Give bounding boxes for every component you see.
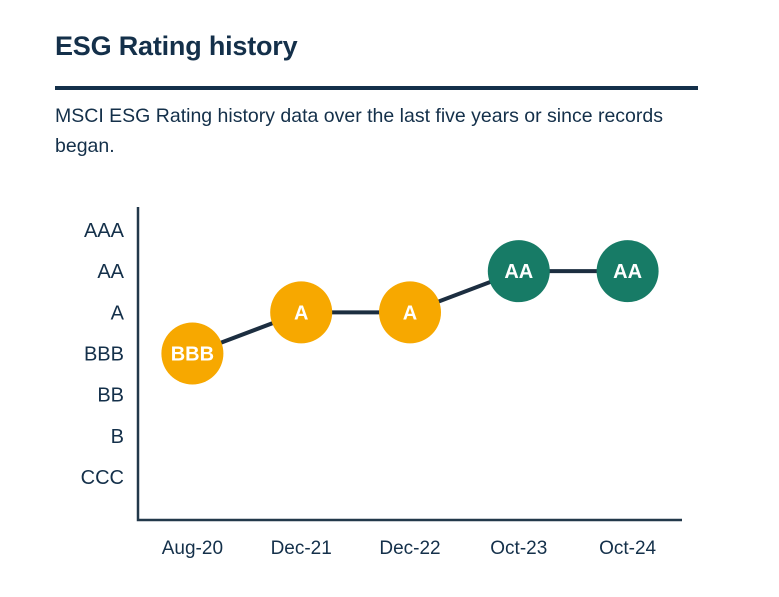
rating-point-label: AA	[613, 261, 642, 283]
axis-line	[136, 207, 682, 522]
rating-point-label: BBB	[171, 344, 214, 366]
chart-description: MSCI ESG Rating history data over the la…	[55, 105, 663, 157]
rating-point	[161, 322, 224, 385]
title-divider	[55, 86, 698, 90]
rating-point-label: A	[294, 302, 308, 324]
y-axis-label: AAA	[84, 220, 125, 242]
y-axis-label: B	[111, 426, 124, 448]
y-axis-label: A	[111, 302, 125, 324]
x-axis-label: Aug-20	[162, 538, 223, 559]
rating-point	[270, 281, 333, 344]
rating-point-label: AA	[504, 261, 533, 283]
y-axis-label: BB	[97, 385, 124, 407]
x-axis-label: Oct-23	[490, 538, 547, 559]
y-axis-label: AA	[97, 261, 124, 283]
rating-point	[487, 240, 550, 303]
rating-point	[379, 281, 441, 344]
y-axis-label: CCC	[81, 467, 124, 489]
rating-point	[596, 240, 659, 303]
x-axis-label: Dec-21	[271, 538, 332, 559]
x-axis-label: Oct-24	[599, 538, 656, 559]
page-title: ESG Rating history	[55, 31, 298, 61]
x-axis-label: Dec-22	[379, 538, 440, 559]
rating-point-label: A	[403, 302, 417, 324]
y-axis-label: BBB	[84, 344, 124, 366]
